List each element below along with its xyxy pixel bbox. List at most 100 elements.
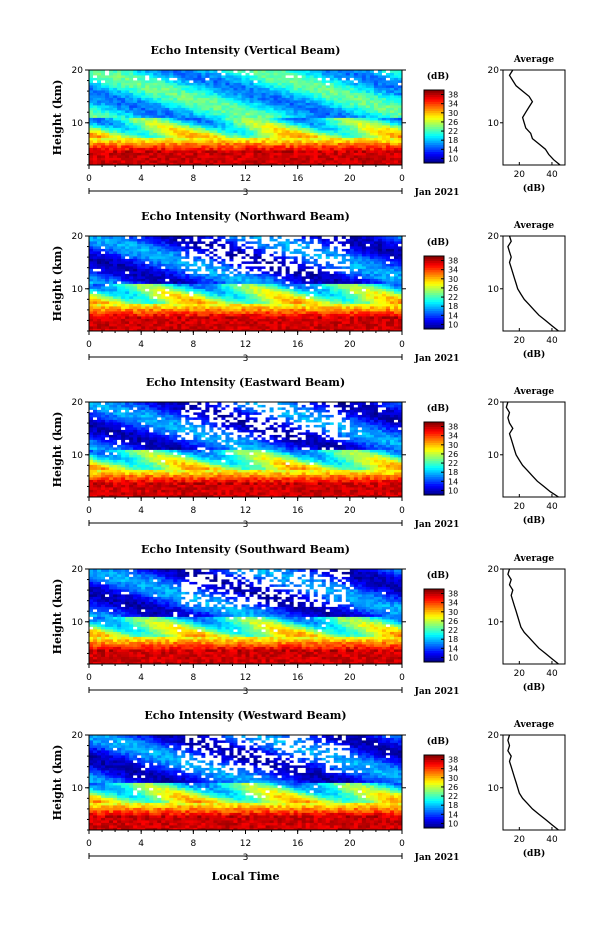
heatmap-cell <box>265 152 270 156</box>
heatmap-cell <box>297 157 303 161</box>
heatmap-cell <box>129 97 134 101</box>
heatmap-cell <box>173 298 178 302</box>
heatmap-cell <box>257 92 262 96</box>
heatmap-cell <box>337 281 343 284</box>
heatmap-cell <box>337 107 343 111</box>
heatmap-cell <box>309 281 315 284</box>
heatmap-cell <box>377 140 383 143</box>
heatmap-cell <box>113 152 118 156</box>
heatmap-cell <box>353 160 359 163</box>
heatmap-cell <box>157 80 162 83</box>
heatmap-cell <box>305 107 311 111</box>
heatmap-cell <box>345 130 351 133</box>
heatmap-cell <box>113 157 118 161</box>
heatmap-cell <box>97 313 102 317</box>
heatmap-cell <box>313 321 319 324</box>
heatmap-cell <box>129 150 134 153</box>
heatmap-cell <box>361 298 367 302</box>
heatmap-cell <box>253 115 258 118</box>
heatmap-cell <box>337 105 343 108</box>
heatmap-cell <box>217 318 222 322</box>
heatmap-cell <box>225 283 230 287</box>
heatmap-cell <box>341 301 347 304</box>
colorbar-segment <box>424 108 444 111</box>
y-axis-label: Height (km) <box>51 80 64 156</box>
heatmap-cell <box>313 122 319 126</box>
heatmap-cell <box>137 316 142 319</box>
heatmap-cell <box>253 296 258 299</box>
profile-xlabel: (dB) <box>523 183 545 194</box>
heatmap-cell <box>93 72 98 76</box>
heatmap-cell <box>117 273 122 277</box>
heatmap-cell <box>161 326 166 329</box>
heatmap-cell <box>349 70 355 73</box>
heatmap-cell <box>305 150 311 153</box>
heatmap-cell <box>153 112 158 116</box>
heatmap-cell <box>153 122 158 126</box>
heatmap-cell <box>197 77 202 81</box>
heatmap-cell <box>101 147 106 151</box>
heatmap-cell <box>253 127 258 131</box>
heatmap-cell <box>121 87 126 91</box>
heatmap-cell <box>189 145 194 148</box>
heatmap-cell <box>193 306 198 309</box>
heatmap-cell <box>277 137 283 141</box>
heatmap-cell <box>273 296 278 299</box>
heatmap-cell <box>97 80 102 83</box>
heatmap-cell <box>329 72 335 76</box>
heatmap-cell <box>241 157 246 161</box>
heatmap-cell <box>117 100 122 103</box>
heatmap-cell <box>385 313 391 317</box>
heatmap-cell <box>245 276 250 279</box>
heatmap-cell <box>381 147 387 151</box>
heatmap-cell <box>89 130 94 133</box>
heatmap-cell <box>349 318 355 322</box>
heatmap-cell <box>353 132 359 136</box>
heatmap-cell <box>113 306 118 309</box>
heatmap-cell <box>113 326 118 329</box>
heatmap-cell <box>209 328 214 332</box>
heatmap-cell <box>173 283 178 287</box>
heatmap-cell <box>321 298 327 302</box>
heatmap-cell <box>157 303 162 307</box>
heatmap-cell <box>389 155 395 158</box>
heatmap-cell <box>125 321 130 324</box>
heatmap-cell <box>161 286 166 289</box>
heatmap-cell <box>121 135 126 138</box>
colorbar-segment <box>424 135 444 139</box>
heatmap-cell <box>249 75 254 78</box>
heatmap-cell <box>129 107 134 111</box>
heatmap-cell <box>93 130 98 133</box>
heatmap-cell <box>357 92 363 96</box>
heatmap-cell <box>105 82 110 86</box>
x-tick-label: 16 <box>292 174 304 184</box>
heatmap-cell <box>213 298 218 302</box>
heatmap-cell <box>309 318 315 322</box>
heatmap-cell <box>181 278 186 282</box>
heatmap-cell <box>165 75 170 78</box>
heatmap-cell <box>217 145 222 148</box>
heatmap-cell <box>101 301 106 304</box>
heatmap-cell <box>153 140 158 143</box>
heatmap-cell <box>341 283 347 287</box>
heatmap-cell <box>129 273 134 277</box>
heatmap-cell <box>105 273 110 277</box>
heatmap-cell <box>101 311 106 314</box>
heatmap-cell <box>101 268 106 272</box>
heatmap-cell <box>385 97 391 101</box>
heatmap-cell <box>285 120 291 123</box>
heatmap-cell <box>297 132 303 136</box>
heatmap-cell <box>333 72 339 76</box>
heatmap-cell <box>205 145 210 148</box>
heatmap-cell <box>345 286 351 289</box>
heatmap-cell <box>93 313 98 317</box>
heatmap-cell <box>89 75 94 78</box>
heatmap-cell <box>349 137 355 141</box>
heatmap-cell <box>193 127 198 131</box>
heatmap-cell <box>93 152 98 156</box>
heatmap-cell <box>201 120 206 123</box>
heatmap-cell <box>353 150 359 153</box>
heatmap-cell <box>125 152 130 156</box>
heatmap-cell <box>317 102 323 106</box>
heatmap-cell <box>389 293 395 297</box>
